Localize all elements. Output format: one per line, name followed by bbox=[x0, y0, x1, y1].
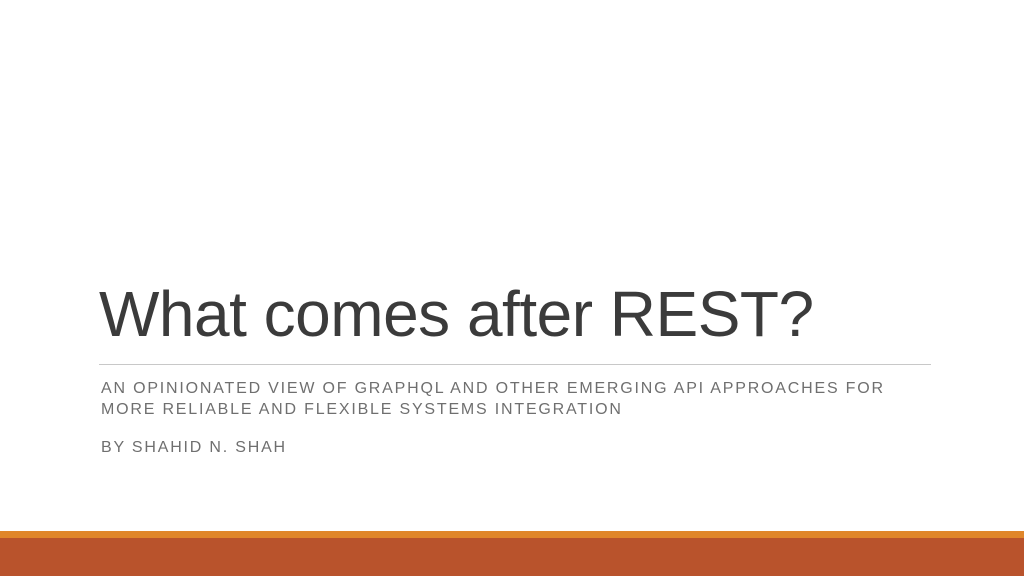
slide-subtitle: AN OPINIONATED VIEW OF GRAPHQL AND OTHER… bbox=[101, 380, 885, 418]
accent-stripe bbox=[0, 531, 1024, 538]
author-byline: BY SHAHID N. SHAH bbox=[101, 439, 287, 456]
title-divider bbox=[99, 364, 931, 365]
footer-band bbox=[0, 538, 1024, 576]
slide-title: What comes after REST? bbox=[99, 278, 814, 350]
